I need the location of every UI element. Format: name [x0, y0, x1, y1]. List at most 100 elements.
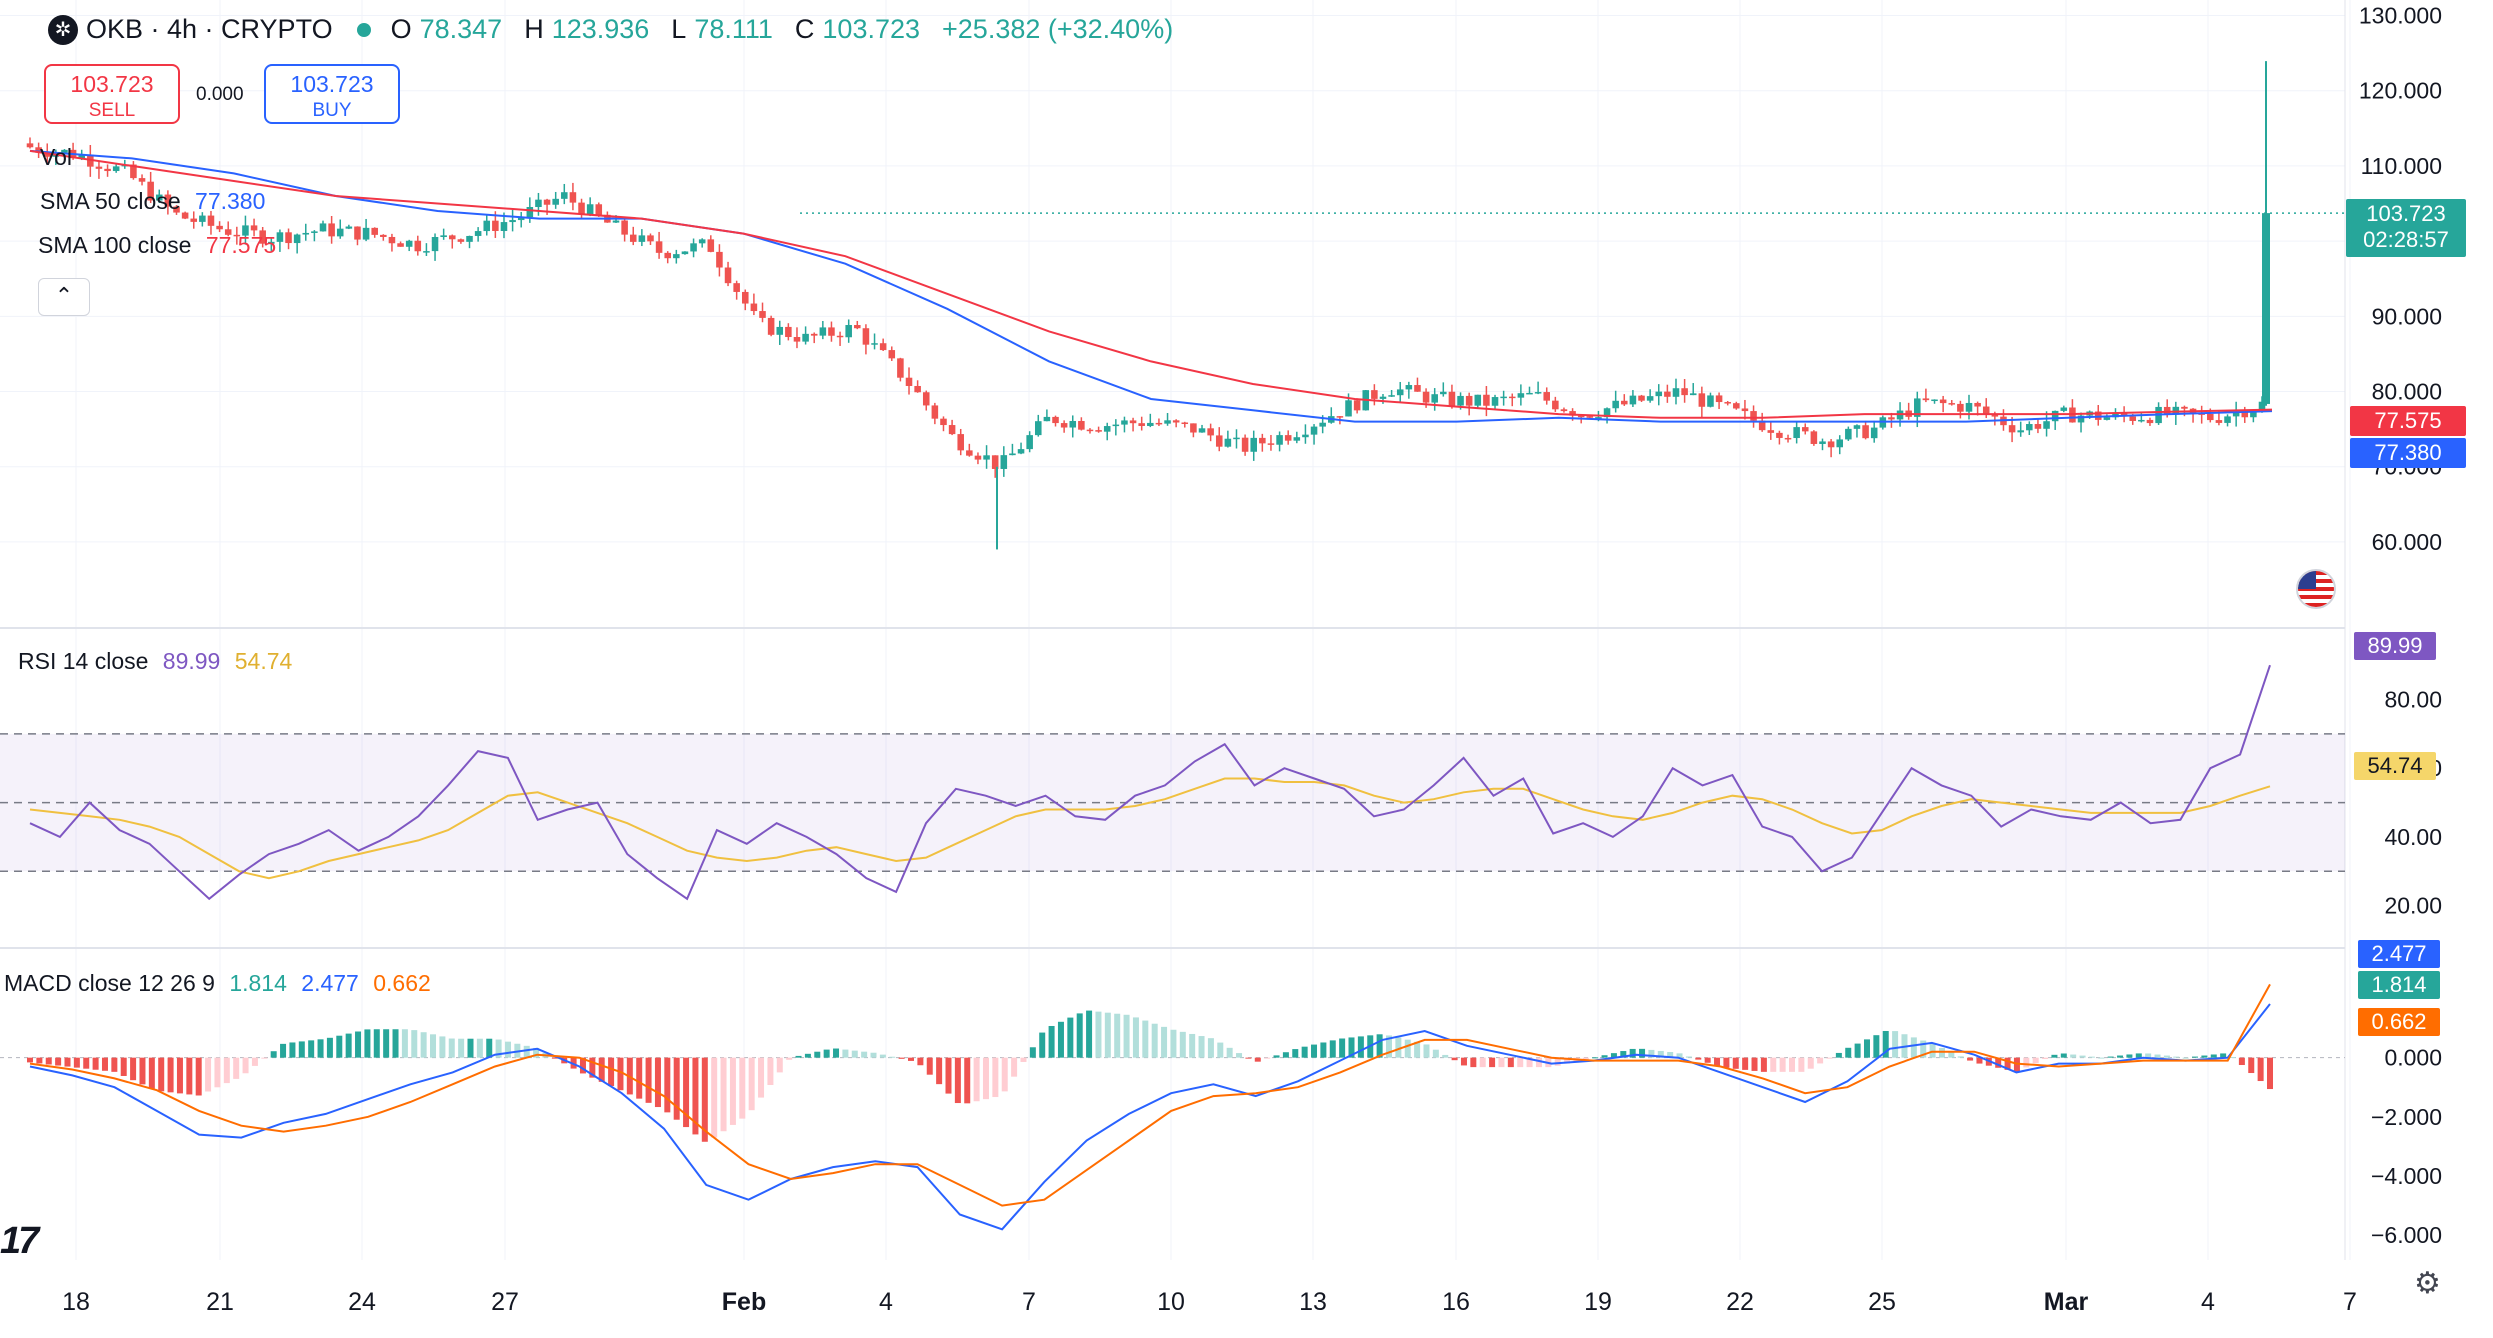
macd-hist-bar: [1863, 1039, 1870, 1058]
candle-down: [948, 419, 956, 436]
rsi-tick-label: 20.00: [2384, 893, 2442, 919]
candle-up: [1328, 407, 1335, 424]
macd-hist-bar: [439, 1036, 446, 1058]
candle-down: [181, 211, 189, 220]
candle-down: [1207, 423, 1214, 442]
macd-hist-bar: [936, 1057, 943, 1085]
macd-hist-bar: [158, 1057, 165, 1092]
macd-hist-bar: [1460, 1057, 1467, 1066]
us-flag-icon[interactable]: [2296, 569, 2336, 609]
candle-down: [1129, 417, 1137, 432]
settings-gear-icon[interactable]: ⚙: [2414, 1267, 2441, 1300]
macd-hist-bar: [1751, 1057, 1758, 1071]
x-tick-label: 25: [1868, 1288, 1896, 1316]
macd-hist-bar: [739, 1057, 746, 1119]
rsi-legend[interactable]: RSI 14 close 89.99 54.74: [18, 648, 292, 675]
macd-hist-bar: [1554, 1057, 1561, 1066]
candle-up: [1198, 424, 1206, 433]
candle-up: [293, 233, 301, 254]
macd-hist-bar: [2135, 1053, 2142, 1058]
macd-hist-bar: [1948, 1052, 1955, 1058]
sma100-legend[interactable]: SMA 100 close 77.575: [38, 232, 276, 259]
buy-button[interactable]: 103.723 BUY: [264, 64, 400, 124]
candle-down: [259, 226, 266, 248]
macd-hist-bar: [1189, 1033, 1196, 1058]
candle-down: [1138, 416, 1145, 431]
candle-up: [2017, 421, 2024, 437]
vol-legend[interactable]: Vol: [40, 144, 72, 171]
macd-hist-bar: [851, 1050, 858, 1058]
macd-hist-bar: [1029, 1047, 1036, 1058]
macd-hist-bar: [1292, 1049, 1299, 1058]
candle-up: [199, 212, 206, 227]
candle-down: [707, 235, 715, 253]
macd-hist-bar: [1723, 1057, 1730, 1068]
candle-up: [405, 239, 413, 252]
symbol-title[interactable]: OKB · 4h · CRYPTO: [86, 14, 333, 44]
candle-up: [1836, 435, 1844, 455]
macd-hist-bar: [495, 1039, 502, 1058]
candle-down: [1750, 405, 1757, 428]
candle-up: [319, 220, 327, 232]
candle-down: [130, 161, 137, 180]
candle-down: [750, 293, 758, 316]
macd-hist-bar: [101, 1057, 108, 1071]
macd-hist-bar: [1301, 1046, 1308, 1058]
candle-down: [1284, 430, 1292, 445]
macd-hist-bar: [1414, 1041, 1421, 1058]
macd-hist-bar: [701, 1057, 708, 1142]
macd-hist-bar: [139, 1057, 146, 1085]
candle-down: [957, 428, 964, 456]
candle-up: [681, 251, 689, 255]
macd-hist-bar: [926, 1057, 933, 1075]
candle-down: [1621, 394, 1628, 406]
sma50-legend[interactable]: SMA 50 close 77.380: [40, 188, 265, 215]
macd-hist-bar: [683, 1057, 690, 1128]
candle-up: [673, 249, 680, 264]
candle-down: [741, 289, 749, 311]
macd-hist-bar: [242, 1057, 249, 1074]
candle-up: [1853, 424, 1861, 438]
macd-hist-bar: [1798, 1057, 1805, 1072]
macd-hist-bar: [1620, 1051, 1627, 1058]
sma100-line: [29, 149, 2273, 419]
candle-up: [1819, 438, 1826, 451]
sell-button[interactable]: 103.723 SELL: [44, 64, 180, 124]
last-candle-body: [2262, 213, 2270, 404]
candle-down: [2198, 405, 2205, 424]
macd-hist-bar: [1535, 1057, 1542, 1068]
tradingview-logo-icon[interactable]: 17: [0, 1220, 39, 1262]
macd-hist-bar: [1442, 1054, 1449, 1058]
collapse-chevron-up-icon[interactable]: ⌃: [38, 278, 90, 316]
macd-hist-bar: [1648, 1049, 1655, 1058]
spread-value: 0.000: [196, 84, 244, 105]
macd-hist-bar: [1404, 1039, 1411, 1058]
macd-hist-bar: [458, 1038, 465, 1058]
rsi-label: RSI 14 close: [18, 648, 149, 674]
macd-hist-bar: [1704, 1057, 1711, 1063]
candle-up: [2060, 405, 2068, 413]
indicator-lines: [29, 149, 2273, 1231]
candle-down: [905, 367, 913, 395]
candle-down: [1862, 420, 1869, 440]
candle-down: [810, 332, 818, 344]
macd-hist-bar: [1610, 1053, 1617, 1058]
x-tick-label: 24: [348, 1288, 376, 1316]
candle-down: [931, 402, 939, 425]
candle-up: [112, 163, 120, 173]
macd-hist-bar: [1882, 1030, 1889, 1058]
rsi-tick-label: 80.00: [2384, 687, 2442, 713]
macd-hist-bar: [992, 1057, 999, 1098]
high-label: H: [524, 14, 544, 44]
macd-hist-bar: [345, 1033, 352, 1058]
macd-hist-bar: [636, 1057, 643, 1099]
sma50-line: [29, 149, 2273, 423]
macd-hist-bar: [2079, 1055, 2086, 1058]
candle-down: [1741, 399, 1749, 420]
macd-legend[interactable]: MACD close 12 26 9 1.814 2.477 0.662: [4, 970, 431, 997]
candle-up: [1121, 416, 1128, 433]
x-tick-label: 7: [2343, 1288, 2357, 1316]
price-tick-label: 130.000: [2359, 3, 2442, 29]
candle-up: [1440, 382, 1447, 397]
